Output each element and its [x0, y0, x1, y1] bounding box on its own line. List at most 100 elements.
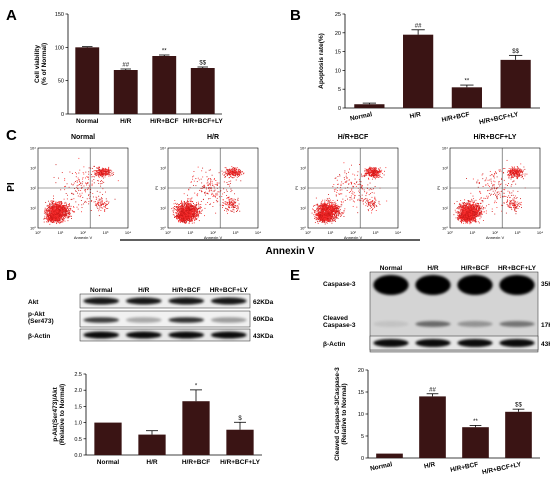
flow-dot: [311, 212, 313, 214]
flow-dot: [57, 217, 59, 219]
flow-dot: [46, 214, 48, 216]
flow-dot: [65, 207, 67, 209]
flow-dot: [81, 192, 83, 194]
flow-dot: [195, 207, 196, 209]
flow-dot: [336, 216, 338, 218]
flow-dot: [187, 205, 189, 207]
flow-dot: [182, 221, 183, 223]
flow-dot: [188, 209, 189, 211]
flow-dot: [82, 177, 84, 179]
flow-dot: [233, 198, 235, 200]
flow-dot: [68, 203, 70, 205]
flow-dot: [331, 208, 333, 210]
flow-dot: [64, 179, 66, 181]
flow-dot: [182, 211, 184, 213]
flow-dot: [73, 206, 74, 207]
flow-dot: [236, 167, 238, 169]
y-tick-label: 2.0: [74, 388, 82, 394]
flow-dot: [200, 200, 202, 202]
flow-dot: [62, 214, 64, 216]
flow-dot: [176, 210, 178, 212]
flow-dot: [238, 168, 240, 170]
flow-dot: [59, 220, 61, 222]
flow-dot: [327, 202, 329, 204]
flow-dot: [332, 217, 334, 219]
flow-dot: [47, 208, 49, 209]
y-tick-label: 5: [338, 87, 341, 93]
flow-dot: [103, 171, 105, 173]
flow-dot: [61, 210, 63, 212]
flow-dot: [188, 206, 190, 208]
flow-dot: [321, 208, 323, 210]
flow-dot: [99, 173, 100, 174]
flow-dot: [196, 212, 198, 214]
flow-dot: [337, 210, 339, 212]
flow-dot: [221, 170, 223, 172]
flow-dot: [324, 206, 325, 208]
flow-dot: [180, 208, 182, 210]
flow-dot: [183, 208, 185, 209]
flow-dot: [215, 194, 217, 196]
flow-dot: [209, 183, 211, 185]
flow-dot: [51, 217, 53, 219]
flow-dot: [56, 215, 58, 217]
flow-dot: [233, 170, 235, 172]
flow-dot: [50, 204, 52, 206]
flow-dot: [233, 172, 235, 174]
flow-dot: [56, 204, 58, 206]
y-axis-label: (% of Normal): [41, 43, 48, 85]
flow-dot: [232, 168, 234, 170]
flow-dot: [54, 211, 56, 213]
flow-dot: [202, 199, 204, 201]
flow-dot: [98, 198, 100, 200]
flow-dot: [207, 184, 209, 186]
flow-dot: [190, 205, 191, 207]
flow-dot: [100, 169, 102, 171]
flow-dot: [79, 184, 80, 185]
flow-dot: [58, 219, 60, 221]
flow-dot: [47, 214, 49, 216]
flow-dot: [96, 190, 98, 192]
flow-dot: [85, 177, 86, 179]
flow-dot: [235, 173, 237, 175]
chart-d-pakt-akt: 0.00.51.01.52.02.5p-Akt(Ser473)/Akt (Rela…: [52, 372, 262, 466]
flow-dot: [49, 212, 50, 214]
flow-dot: [69, 203, 70, 205]
flow-dot: [194, 208, 195, 209]
flow-dot: [232, 202, 234, 204]
flow-dot: [214, 183, 216, 185]
flow-dot: [96, 167, 98, 169]
flow-dot: [185, 212, 186, 214]
flow-dot: [53, 219, 55, 221]
flow-dot: [103, 169, 105, 171]
flow-dot: [196, 210, 198, 212]
flow-dot: [56, 210, 58, 212]
flow-dot: [333, 210, 335, 212]
flow-dot: [47, 206, 49, 208]
flow-dot: [181, 207, 183, 209]
flow-dot: [330, 211, 332, 213]
flow-dot: [86, 198, 88, 200]
flow-dot: [179, 216, 181, 218]
flow-dot: [318, 218, 320, 220]
flow-dot: [50, 210, 52, 212]
flow-dot: [333, 217, 335, 219]
flow-dot: [56, 205, 58, 207]
flow-dot: [321, 206, 323, 208]
flow-dot: [321, 208, 323, 210]
flow-dot: [79, 169, 81, 171]
flow-dot: [58, 202, 60, 204]
flow-dot: [215, 193, 217, 195]
flow-dot: [55, 211, 57, 213]
flow-dot: [335, 213, 337, 215]
flow-dot: [321, 210, 323, 212]
flow-dot: [226, 201, 228, 203]
flow-dot: [338, 210, 340, 212]
significance-mark: $: [238, 416, 242, 422]
flow-dot: [55, 207, 57, 209]
flow-dot: [76, 181, 78, 183]
flow-dot: [205, 188, 207, 190]
flow-dot: [98, 204, 100, 206]
flow-dot: [51, 202, 53, 204]
flow-dot: [189, 203, 191, 205]
